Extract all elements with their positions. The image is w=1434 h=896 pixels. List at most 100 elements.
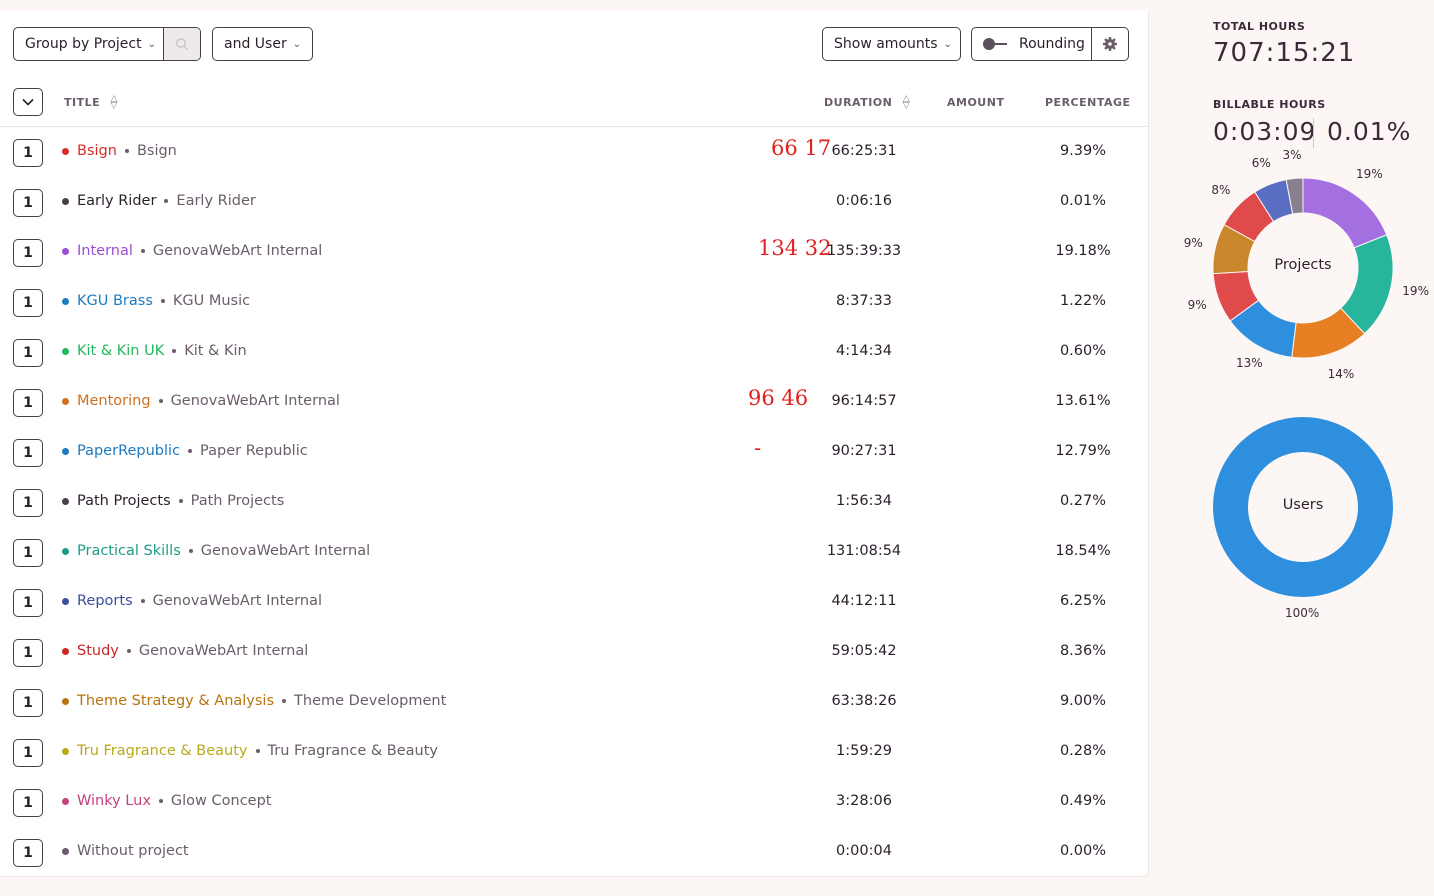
- table-row[interactable]: 1 Internal GenovaWebArt Internal 134 32 135:…: [0, 227, 1148, 277]
- table-row[interactable]: 1 Kit & Kin UK Kit & Kin 4:14:34 0.60%: [0, 327, 1148, 377]
- donut-slice[interactable]: [1285, 177, 1304, 215]
- client-name: GenovaWebArt Internal: [152, 243, 323, 259]
- project-color-dot: [62, 147, 69, 155]
- percentage-cell: 6.25%: [1059, 593, 1107, 609]
- donut-slice-label: 14%: [1327, 366, 1355, 381]
- table-row[interactable]: 1 Study GenovaWebArt Internal 59:05:42 8.36%: [0, 627, 1148, 677]
- table-row[interactable]: 1 Mentoring GenovaWebArt Internal 96 46 96:1…: [0, 377, 1148, 427]
- separator-dot: [172, 349, 177, 353]
- title-column-header[interactable]: TITLE △ ▽: [64, 95, 118, 111]
- total-hours-value: 707:15:21: [1213, 38, 1356, 68]
- row-title: Study GenovaWebArt Internal: [62, 643, 308, 659]
- handwritten-annotation: 66 17: [771, 136, 832, 160]
- entry-count-button[interactable]: 1: [13, 589, 43, 617]
- table-row[interactable]: 1 Tru Fragrance & Beauty Tru Fragrance & B…: [0, 727, 1148, 777]
- percentage-cell: 0.01%: [1059, 193, 1107, 209]
- project-name: Bsign: [77, 143, 117, 159]
- expand-all-button[interactable]: [13, 88, 43, 116]
- separator-dot: [178, 499, 183, 503]
- donut-slice[interactable]: [1213, 417, 1393, 597]
- projects-chart-label: Projects: [1274, 257, 1332, 273]
- users-chart-label: Users: [1282, 497, 1324, 513]
- project-color-dot: [62, 597, 69, 605]
- show-amounts-label: Show amounts: [834, 36, 938, 52]
- client-name: Path Projects: [190, 493, 285, 509]
- entry-count-button[interactable]: 1: [13, 239, 43, 267]
- project-color-dot: [62, 847, 69, 855]
- row-title: Bsign Bsign: [62, 143, 177, 159]
- project-name: Theme Strategy & Analysis: [77, 693, 275, 709]
- entry-count-button[interactable]: 1: [13, 289, 43, 317]
- separator-dot: [140, 249, 145, 253]
- handwritten-annotation: 134 32: [758, 236, 832, 260]
- entry-count-button[interactable]: 1: [13, 739, 43, 767]
- entry-count-button[interactable]: 1: [13, 189, 43, 217]
- project-name: Tru Fragrance & Beauty: [77, 743, 248, 759]
- duration-cell: 1:59:29: [836, 743, 892, 759]
- entry-count-button[interactable]: 1: [13, 689, 43, 717]
- total-hours-label: TOTAL HOURS: [1213, 20, 1306, 33]
- chevron-down-icon: ⌄: [943, 38, 952, 50]
- table-row[interactable]: 1 Without project 0:00:04 0.00%: [0, 827, 1148, 877]
- table-row[interactable]: 1 KGU Brass KGU Music 8:37:33 1.22%: [0, 277, 1148, 327]
- project-name: Early Rider: [77, 193, 157, 209]
- row-title: Early Rider Early Rider: [62, 193, 256, 209]
- table-row[interactable]: 1 Path Projects Path Projects 1:56:34 0.27%: [0, 477, 1148, 527]
- client-name: Early Rider: [176, 193, 256, 209]
- entry-count-button[interactable]: 1: [13, 139, 43, 167]
- separator-dot: [282, 699, 287, 703]
- title-header-label: TITLE: [64, 96, 101, 109]
- separator-dot: [126, 649, 131, 653]
- project-color-dot: [62, 497, 69, 505]
- entry-count-button[interactable]: 1: [13, 389, 43, 417]
- group-by-label: Group by Project: [25, 36, 142, 52]
- table-row[interactable]: 1 Early Rider Early Rider 0:06:16 0.01%: [0, 177, 1148, 227]
- rounding-settings-button[interactable]: [1091, 28, 1128, 60]
- duration-cell: 0:06:16: [836, 193, 892, 209]
- group-by-project-dropdown[interactable]: Group by Project ⌄: [13, 27, 201, 61]
- project-name: Study: [77, 643, 119, 659]
- percentage-cell: 18.54%: [1055, 543, 1111, 559]
- project-name: KGU Brass: [77, 293, 153, 309]
- table-row[interactable]: 1 Theme Strategy & Analysis Theme Developm…: [0, 677, 1148, 727]
- separator-dot: [188, 449, 193, 453]
- separator-dot: [158, 799, 163, 803]
- entry-count-button[interactable]: 1: [13, 489, 43, 517]
- entry-count-button[interactable]: 1: [13, 839, 43, 867]
- projects-donut-chart: [1212, 177, 1394, 359]
- rounding-toggle-button[interactable]: Rounding: [971, 27, 1129, 61]
- row-title: PaperRepublic Paper Republic: [62, 443, 308, 459]
- table-row[interactable]: 1 PaperRepublic Paper Republic - 90:27:31 12.…: [0, 427, 1148, 477]
- separator-dot: [188, 549, 193, 553]
- show-amounts-dropdown[interactable]: Show amounts ⌄: [822, 27, 961, 61]
- project-color-dot: [62, 697, 69, 705]
- row-title: Tru Fragrance & Beauty Tru Fragrance & Be…: [62, 743, 438, 759]
- project-name: Internal: [77, 243, 133, 259]
- percentage-cell: 0.60%: [1059, 343, 1107, 359]
- percentage-cell: 9.00%: [1059, 693, 1107, 709]
- donut-slice-label: 9%: [1187, 297, 1207, 312]
- client-name: KGU Music: [172, 293, 251, 309]
- entry-count-button[interactable]: 1: [13, 439, 43, 467]
- toggle-switch[interactable]: [983, 38, 1007, 50]
- table-row[interactable]: 1 Reports GenovaWebArt Internal 44:12:11 6.2…: [0, 577, 1148, 627]
- entry-count-button[interactable]: 1: [13, 789, 43, 817]
- duration-column-header[interactable]: DURATION △ ▽: [824, 95, 910, 111]
- entry-count-button[interactable]: 1: [13, 639, 43, 667]
- table-row[interactable]: 1 Practical Skills GenovaWebArt Internal 13…: [0, 527, 1148, 577]
- search-button[interactable]: [163, 28, 200, 60]
- and-user-dropdown[interactable]: and User ⌄: [212, 27, 313, 61]
- entry-count-button[interactable]: 1: [13, 339, 43, 367]
- client-name: Tru Fragrance & Beauty: [267, 743, 439, 759]
- row-title: Winky Lux Glow Concept: [62, 793, 271, 809]
- handwritten-annotation: 96 46: [748, 386, 809, 410]
- entry-count-button[interactable]: 1: [13, 539, 43, 567]
- billable-hours-value: 0:03:09: [1213, 117, 1317, 146]
- project-name: Without project: [77, 843, 189, 859]
- table-row[interactable]: 1 Winky Lux Glow Concept 3:28:06 0.49%: [0, 777, 1148, 827]
- project-color-dot: [62, 197, 69, 205]
- table-row[interactable]: 1 Bsign Bsign 66 17 66:25:31 9.39%: [0, 127, 1148, 177]
- donut-slice[interactable]: [1302, 177, 1388, 249]
- client-name: GenovaWebArt Internal: [170, 393, 340, 409]
- duration-cell: 135:39:33: [826, 243, 902, 259]
